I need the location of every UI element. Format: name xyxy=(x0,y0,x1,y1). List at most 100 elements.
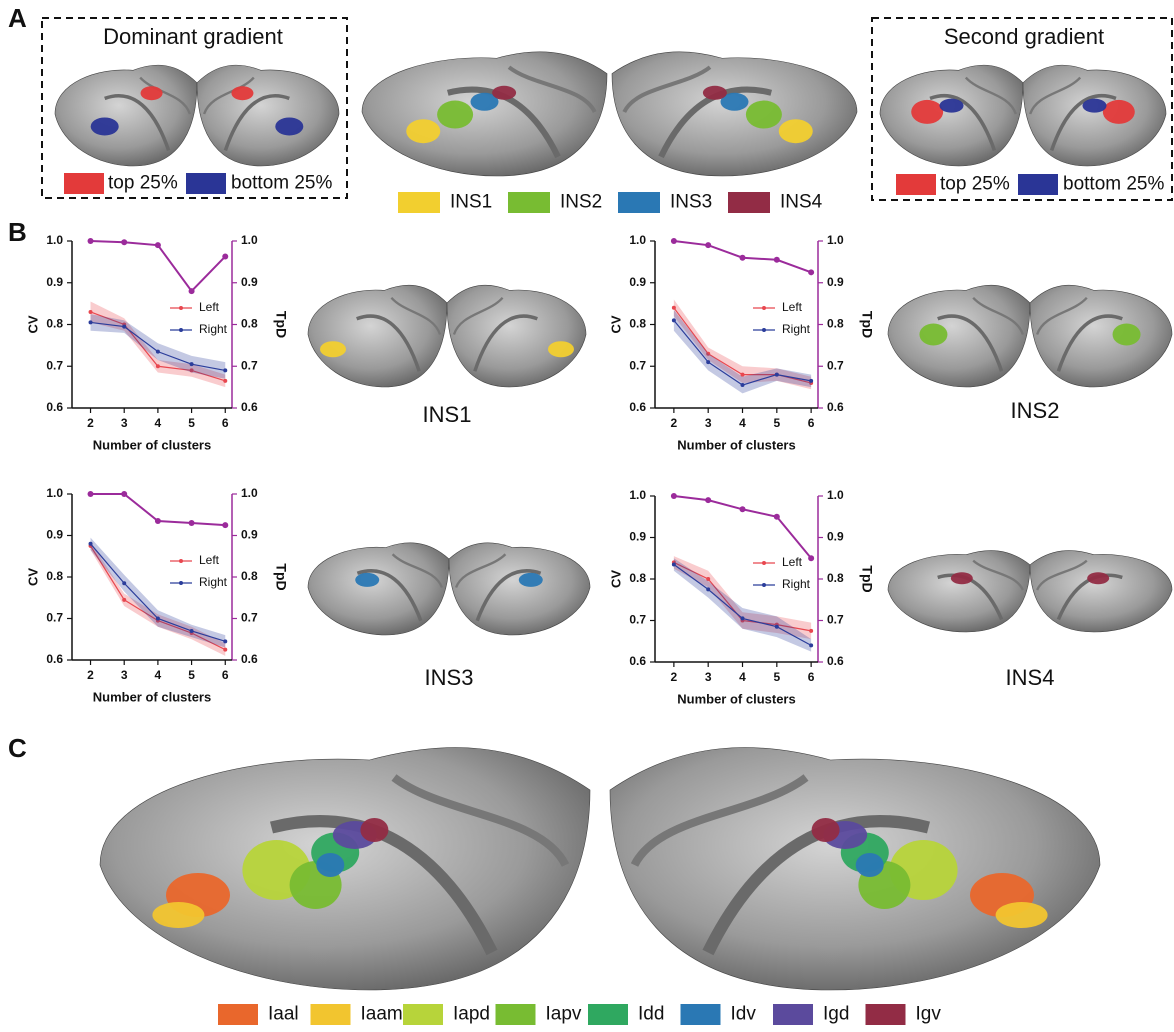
y-tick-label: 1.0 xyxy=(629,233,646,247)
legend-label: Igv xyxy=(916,1004,942,1025)
region-patch xyxy=(231,86,253,100)
data-point xyxy=(705,497,711,503)
y-tick-label: 0.8 xyxy=(46,317,63,331)
y-tick-label: 0.7 xyxy=(629,358,646,372)
y-tick-label: 0.9 xyxy=(629,530,646,544)
data-point xyxy=(740,255,746,261)
legend-marker xyxy=(179,581,183,585)
data-point xyxy=(122,581,126,585)
data-point xyxy=(122,598,126,602)
data-point xyxy=(706,360,710,364)
data-point xyxy=(740,506,746,512)
x-tick-label: 4 xyxy=(155,668,162,682)
legend-label: Left xyxy=(782,300,803,314)
x-tick-label: 4 xyxy=(739,416,746,430)
legend-marker xyxy=(762,306,766,310)
error-band xyxy=(674,558,811,651)
region-patch xyxy=(141,86,163,100)
x-tick-label: 6 xyxy=(222,416,229,430)
data-point xyxy=(222,522,228,528)
panel-label: A xyxy=(8,3,27,33)
region-patch xyxy=(919,324,947,346)
data-point xyxy=(88,491,94,497)
legend-label: Idv xyxy=(731,1004,757,1025)
x-tick-label: 4 xyxy=(155,416,162,430)
hemisphere xyxy=(308,543,449,635)
data-point xyxy=(672,306,676,310)
y2-axis-label: TpD xyxy=(273,563,289,590)
legend-label: Right xyxy=(782,322,811,336)
hemisphere xyxy=(880,65,1023,166)
legend-label: bottom 25% xyxy=(1063,174,1164,195)
legend-swatch xyxy=(398,192,440,213)
x-tick-label: 2 xyxy=(87,668,94,682)
box-title: Second gradient xyxy=(944,24,1104,49)
region-patch xyxy=(856,853,884,877)
legend-label: Right xyxy=(199,575,228,589)
y2-tick-label: 1.0 xyxy=(827,488,844,502)
data-point xyxy=(223,648,227,652)
y2-axis-label: TpD xyxy=(273,311,289,338)
y2-tick-label: 1.0 xyxy=(241,233,258,247)
x-tick-label: 2 xyxy=(671,670,678,684)
region-patch xyxy=(911,100,943,124)
region-patch xyxy=(320,341,346,357)
x-axis-label: Number of clusters xyxy=(677,437,795,452)
region-patch xyxy=(1083,99,1107,113)
x-tick-label: 5 xyxy=(188,416,195,430)
legend-swatch xyxy=(218,1004,258,1025)
region-patch xyxy=(1103,100,1135,124)
legend-label: Idd xyxy=(638,1004,664,1025)
y-tick-label: 1.0 xyxy=(46,233,63,247)
hemisphere xyxy=(362,52,607,176)
legend-label: INS3 xyxy=(670,192,712,213)
region-patch xyxy=(91,117,119,135)
legend-label: INS2 xyxy=(560,192,602,213)
data-point xyxy=(774,257,780,263)
hemisphere xyxy=(888,285,1030,387)
data-point xyxy=(809,379,813,383)
panel-label: C xyxy=(8,733,27,763)
y2-tick-label: 0.7 xyxy=(241,611,258,625)
y-tick-label: 1.0 xyxy=(629,488,646,502)
y2-tick-label: 0.9 xyxy=(241,528,258,542)
region-patch xyxy=(152,902,204,928)
x-axis-label: Number of clusters xyxy=(93,689,211,704)
data-point xyxy=(671,238,677,244)
x-tick-label: 3 xyxy=(705,416,712,430)
legend-label: INS4 xyxy=(780,192,823,213)
legend-label: Right xyxy=(199,322,228,336)
data-point xyxy=(156,364,160,368)
hemisphere xyxy=(449,543,590,635)
x-tick-label: 5 xyxy=(773,416,780,430)
data-point xyxy=(222,253,228,259)
legend-label: Left xyxy=(199,553,220,567)
legend-swatch xyxy=(508,192,550,213)
data-point xyxy=(190,629,194,633)
region-patch xyxy=(492,86,516,100)
legend-label: Right xyxy=(782,577,811,591)
legend-swatch xyxy=(64,173,104,194)
x-tick-label: 5 xyxy=(188,668,195,682)
region-patch xyxy=(406,119,440,143)
figure: A B C Dominant gradient Second gradient … xyxy=(0,0,1174,1032)
legend-label: top 25% xyxy=(940,174,1010,195)
y2-tick-label: 0.7 xyxy=(241,358,258,372)
legend-label: Iaam xyxy=(361,1004,403,1025)
region-patch xyxy=(1087,572,1109,584)
region-patch xyxy=(437,101,473,129)
region-patch xyxy=(996,902,1048,928)
y2-tick-label: 0.9 xyxy=(827,275,844,289)
data-point xyxy=(155,242,161,248)
legend-marker xyxy=(179,306,183,310)
legend-label: Igd xyxy=(823,1004,849,1025)
y-tick-label: 0.6 xyxy=(629,654,646,668)
y2-tick-label: 0.6 xyxy=(827,654,844,668)
data-point xyxy=(809,643,813,647)
y-axis-label: CV xyxy=(25,315,40,333)
data-point xyxy=(808,269,814,275)
data-point xyxy=(121,239,127,245)
x-tick-label: 3 xyxy=(121,416,128,430)
legend-swatch xyxy=(896,174,936,195)
region-patch xyxy=(703,86,727,100)
